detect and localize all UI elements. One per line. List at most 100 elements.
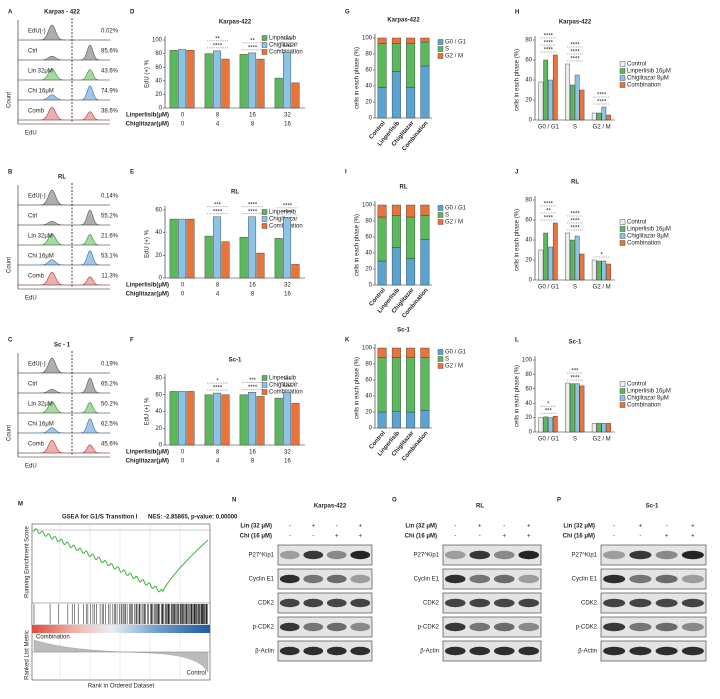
x-tick-label: G2 / M (593, 437, 611, 443)
x-tick-label: 16 (249, 283, 256, 289)
legend-label: Chiglitazar (269, 383, 297, 389)
bar (538, 81, 544, 121)
bar (552, 415, 558, 433)
band (629, 574, 652, 584)
gsea-x-label: Rank in Ordered Dataset (88, 684, 155, 690)
band (681, 598, 704, 608)
y-tick-label: 60 (365, 378, 372, 384)
row-percent: 55.2% (101, 214, 119, 220)
blot-strip (442, 616, 542, 638)
bar (548, 246, 553, 281)
chart-title: RL (231, 190, 239, 196)
y-tick-label: 80 (365, 219, 372, 225)
x-tick-label: 32 (284, 450, 291, 456)
blot-strip (600, 640, 707, 662)
y-axis-label: cells in each phase (%) (355, 214, 361, 276)
chart-title: Sc-1 (229, 358, 242, 364)
treatment-sign: - (639, 534, 641, 540)
chart-title: RL (571, 180, 579, 186)
y-tick-label: 60 (365, 68, 372, 74)
y-tick-label: 80 (155, 376, 162, 382)
y-axis-label: cells in each phase (%) (515, 365, 521, 427)
bar-segment (377, 87, 387, 119)
x-tick-label: 8 (216, 113, 220, 119)
bar (283, 392, 292, 446)
y-tick-label: 0 (529, 118, 533, 124)
legend-swatch (261, 382, 268, 388)
y-tick-label: 20 (525, 98, 532, 104)
row-label: Comb (28, 109, 45, 115)
gsea-right-label: Control (187, 671, 206, 677)
significance: **** (248, 45, 258, 51)
bar (548, 79, 553, 121)
row-label: Chi 16μM (28, 254, 54, 260)
band (303, 574, 324, 584)
legend-label: S (445, 47, 449, 53)
bar-segment (391, 37, 401, 44)
row-label: EdU(-) (28, 194, 46, 200)
protein-label: Cyclin E1 (414, 577, 440, 583)
legend-label: Linperlisib (269, 36, 297, 42)
protein-label: Cyclin E1 (572, 577, 598, 583)
y-axis-label: cells in each phase (%) (355, 47, 361, 109)
band (518, 574, 540, 584)
row-percent: 11.3% (101, 274, 118, 280)
legend-label: Linperlisib (269, 210, 297, 216)
bar (596, 423, 602, 433)
protein-label: p-CDK2 (418, 625, 440, 631)
y-tick-label: 40 (365, 251, 372, 257)
y-tick-label: 0 (529, 278, 533, 284)
protein-label: Cyclin E1 (249, 577, 275, 583)
protein-label: p-CDK2 (253, 625, 275, 631)
band (279, 598, 300, 608)
bar-segment (420, 65, 430, 119)
bar (204, 394, 213, 446)
y-axis-label: EdU (+) % (145, 59, 151, 88)
y-tick-label: 80 (365, 362, 372, 368)
legend-label: Control (627, 62, 646, 68)
x-row-label: Chiglitazar(μM) (126, 122, 169, 128)
protein-label: CDK2 (581, 601, 598, 607)
legend-swatch (437, 356, 444, 362)
bar-segment (420, 41, 430, 67)
protein-label: β-Actin (420, 649, 439, 655)
x-tick-label: G0 / G1 (538, 125, 560, 131)
treatment-sign: - (479, 534, 481, 540)
blot-strip (442, 640, 542, 662)
legend-label: G0 / G1 (445, 350, 467, 356)
bar (543, 59, 549, 121)
bar-segment (420, 347, 430, 358)
legend-label: Linperlisib 16μM (627, 389, 671, 395)
bar (186, 218, 195, 279)
chart-title: RL (400, 185, 408, 191)
band (655, 550, 678, 560)
legend-swatch (437, 212, 444, 218)
band (350, 574, 371, 584)
protein-label: p-CDK2 (576, 625, 598, 631)
significance: **** (283, 204, 293, 210)
bar (239, 54, 248, 109)
row-label: Chi 16μM (28, 422, 54, 428)
panel-letter: D (130, 10, 135, 16)
bar (601, 260, 607, 281)
protein-label: P27^Kip1 (414, 553, 440, 559)
significance: *** (571, 369, 579, 375)
y-tick-label: 20 (365, 267, 372, 273)
significance: **** (570, 43, 580, 49)
x-tick-label: 8 (251, 459, 255, 465)
bar-segment (377, 43, 387, 88)
x-tick-label: 16 (284, 292, 291, 298)
bar (570, 84, 575, 121)
legend-swatch (619, 82, 626, 88)
x-row-label: Chiglitazar(μM) (126, 459, 169, 465)
flow-title: Sc - 1 (54, 343, 71, 349)
x-tick-label: 8 (251, 292, 255, 298)
treatment-sign: + (691, 524, 695, 530)
significance: *** (284, 378, 292, 384)
band (629, 598, 652, 608)
y-tick-label: 0 (159, 443, 163, 449)
y-tick-label: 60 (365, 235, 372, 241)
legend-swatch (261, 35, 268, 41)
bar (291, 264, 300, 279)
bar-segment (406, 87, 416, 119)
